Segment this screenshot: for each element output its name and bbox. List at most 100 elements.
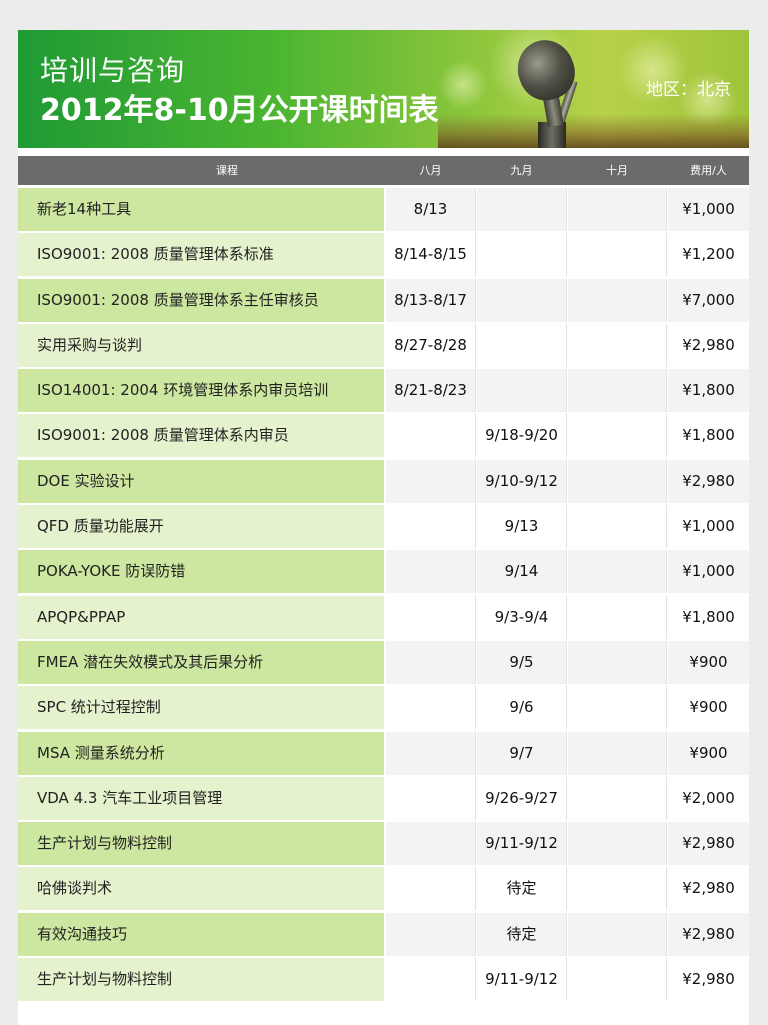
audience-background: [438, 114, 749, 148]
fee-cell: ¥1,800: [668, 369, 749, 413]
column-divider: [475, 686, 476, 730]
column-divider: [666, 958, 667, 1002]
september-date-cell: 9/3-9/4: [477, 595, 566, 639]
august-date-cell: 8/13-8/17: [386, 278, 475, 322]
column-divider: [566, 188, 567, 231]
column-divider: [666, 323, 667, 367]
course-name-cell: 生产计划与物料控制: [18, 958, 384, 1002]
column-divider: [566, 595, 567, 639]
september-date-cell: [477, 188, 566, 231]
header-august: 八月: [419, 164, 442, 177]
column-divider: [566, 278, 567, 322]
column-divider: [475, 414, 476, 458]
course-name-cell: SPC 统计过程控制: [18, 686, 384, 730]
column-divider: [666, 414, 667, 458]
column-divider: [475, 550, 476, 594]
column-divider: [566, 640, 567, 684]
september-date-cell: 9/6: [477, 686, 566, 730]
october-date-cell: [568, 640, 666, 684]
october-date-cell: [568, 323, 666, 367]
october-date-cell: [568, 958, 666, 1002]
column-divider: [666, 233, 667, 277]
fee-cell: ¥1,200: [668, 233, 749, 277]
fee-cell: ¥7,000: [668, 278, 749, 322]
header-course: 课程: [216, 164, 238, 177]
table-row: ISO9001: 2008 质量管理体系主任审核员 8/13-8/17 ¥7,000: [18, 278, 749, 324]
table-header: 课程 八月 九月 十月 费用/人: [18, 156, 749, 185]
october-date-cell: [568, 731, 666, 775]
column-divider: [666, 459, 667, 503]
september-date-cell: 9/26-9/27: [477, 776, 566, 820]
column-divider: [666, 822, 667, 866]
course-name-cell: APQP&PPAP: [18, 595, 384, 639]
column-divider: [566, 912, 567, 956]
course-name-cell: ISO9001: 2008 质量管理体系主任审核员: [18, 278, 384, 322]
august-date-cell: [386, 912, 475, 956]
august-date-cell: [386, 459, 475, 503]
column-divider: [566, 414, 567, 458]
fee-cell: ¥2,000: [668, 776, 749, 820]
column-divider: [475, 640, 476, 684]
column-divider: [666, 188, 667, 231]
column-divider: [475, 278, 476, 322]
table-row: 生产计划与物料控制 9/11-9/12 ¥2,980: [18, 958, 749, 1003]
september-date-cell: 待定: [477, 912, 566, 956]
october-date-cell: [568, 505, 666, 549]
august-date-cell: [386, 640, 475, 684]
october-date-cell: [568, 686, 666, 730]
september-date-cell: 9/11-9/12: [477, 958, 566, 1002]
table-row: ISO9001: 2008 质量管理体系标准 8/14-8/15 ¥1,200: [18, 233, 749, 278]
course-name-cell: ISO9001: 2008 质量管理体系内审员: [18, 414, 384, 458]
september-date-cell: 待定: [477, 867, 566, 911]
column-divider: [566, 686, 567, 730]
column-divider: [666, 550, 667, 594]
fee-cell: ¥2,980: [668, 912, 749, 956]
course-name-cell: DOE 实验设计: [18, 459, 384, 503]
column-divider: [475, 867, 476, 911]
course-name-cell: 有效沟通技巧: [18, 912, 384, 956]
header-fee: 费用/人: [690, 164, 727, 177]
august-date-cell: [386, 731, 475, 775]
october-date-cell: [568, 278, 666, 322]
region-label: 地区：北京: [646, 80, 731, 100]
course-name-cell: 新老14种工具: [18, 188, 384, 231]
column-divider: [475, 505, 476, 549]
column-divider: [666, 731, 667, 775]
september-date-cell: 9/13: [477, 505, 566, 549]
course-table: 新老14种工具 8/13 ¥1,000 ISO9001: 2008 质量管理体系标准 8…: [18, 188, 749, 1003]
fee-cell: ¥2,980: [668, 822, 749, 866]
column-divider: [566, 731, 567, 775]
fee-cell: ¥1,800: [668, 414, 749, 458]
august-date-cell: 8/14-8/15: [386, 233, 475, 277]
column-divider: [566, 233, 567, 277]
course-name-cell: FMEA 潜在失效模式及其后果分析: [18, 640, 384, 684]
october-date-cell: [568, 822, 666, 866]
table-row: QFD 质量功能展开 9/13 ¥1,000: [18, 505, 749, 550]
column-divider: [566, 958, 567, 1002]
fee-cell: ¥900: [668, 640, 749, 684]
fee-cell: ¥1,000: [668, 505, 749, 549]
october-date-cell: [568, 550, 666, 594]
table-row: 生产计划与物料控制 9/11-9/12 ¥2,980: [18, 822, 749, 867]
column-divider: [475, 595, 476, 639]
column-divider: [475, 459, 476, 503]
column-divider: [566, 323, 567, 367]
column-divider: [475, 369, 476, 413]
column-divider: [666, 912, 667, 956]
fee-cell: ¥1,800: [668, 595, 749, 639]
header-banner: 培训与咨询 2012年8-10月公开课时间表 地区：北京: [18, 30, 749, 148]
column-divider: [666, 595, 667, 639]
fee-cell: ¥2,980: [668, 958, 749, 1002]
october-date-cell: [568, 912, 666, 956]
september-date-cell: 9/5: [477, 640, 566, 684]
column-divider: [475, 912, 476, 956]
column-divider: [566, 369, 567, 413]
september-date-cell: [477, 369, 566, 413]
august-date-cell: [386, 505, 475, 549]
october-date-cell: [568, 459, 666, 503]
course-name-cell: MSA 测量系统分析: [18, 731, 384, 775]
schedule-sheet: 培训与咨询 2012年8-10月公开课时间表 地区：北京 课程 八月 九月 十月…: [18, 30, 749, 1025]
august-date-cell: [386, 414, 475, 458]
column-divider: [666, 369, 667, 413]
table-row: ISO14001: 2004 环境管理体系内审员培训 8/21-8/23 ¥1,80…: [18, 369, 749, 414]
